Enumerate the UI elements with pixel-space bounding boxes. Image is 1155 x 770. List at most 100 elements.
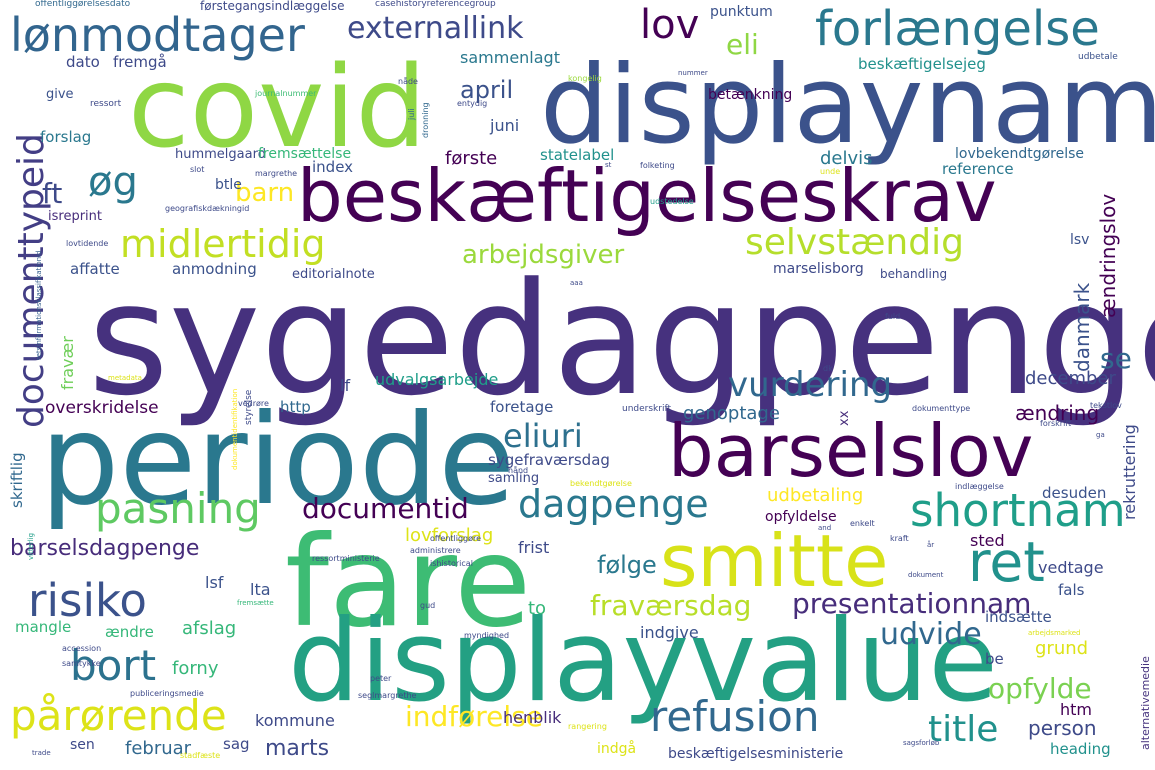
- word: be: [985, 650, 1004, 668]
- word: ændringslov: [1096, 193, 1120, 318]
- word: title: [928, 709, 999, 750]
- word: lovtidende: [66, 239, 109, 248]
- word: behandling: [880, 267, 948, 281]
- word: metadata: [108, 374, 142, 382]
- word: geografiskdækningid: [165, 204, 250, 213]
- word: displaynam: [540, 43, 1155, 168]
- word: give: [46, 87, 74, 102]
- word: administrere: [410, 546, 461, 555]
- word: afslag: [182, 618, 237, 639]
- word: genoptage: [683, 403, 780, 424]
- word: externallink: [347, 11, 524, 46]
- word: forslag: [40, 128, 92, 146]
- word: fravær: [58, 336, 77, 390]
- word: documentid: [302, 492, 469, 525]
- word: samtykke: [62, 659, 101, 668]
- word: statelabel: [540, 146, 615, 164]
- word: fremsætte: [237, 599, 274, 607]
- word: forskrift: [1040, 419, 1072, 428]
- word: sygefraværsdag: [488, 451, 610, 469]
- word: lovforslag: [405, 525, 494, 546]
- word: fals: [1058, 581, 1085, 599]
- word: ressortministerie: [312, 554, 380, 563]
- word: april: [460, 76, 514, 104]
- word: st: [605, 161, 612, 169]
- word: opfyldelse: [765, 509, 837, 525]
- word: hånd: [508, 466, 529, 475]
- word: lta: [250, 580, 271, 599]
- word: skriftlig: [8, 452, 26, 508]
- word: lov: [640, 2, 700, 48]
- word: dato: [66, 53, 100, 71]
- word: delvis: [820, 148, 873, 169]
- word: displayvalue: [288, 595, 998, 727]
- word: grund: [1035, 638, 1089, 659]
- word: presentationnam: [792, 587, 1032, 620]
- word: eliuri: [503, 417, 583, 455]
- word: dagpenge: [518, 482, 709, 526]
- word: forny: [172, 658, 219, 679]
- word: midlertidig: [120, 222, 326, 266]
- word: vurdering: [728, 365, 893, 405]
- word: xx: [837, 410, 852, 426]
- word: trade: [32, 749, 51, 757]
- word: entydig: [457, 99, 488, 108]
- word: stadfæste: [180, 751, 221, 760]
- word: hummelgaard: [175, 147, 266, 162]
- word: unde: [820, 167, 841, 176]
- word: beskæftigelseskrav: [297, 154, 997, 238]
- word: nåde: [398, 77, 418, 86]
- word: journalnummer: [255, 89, 317, 98]
- word: editorialnote: [292, 267, 375, 282]
- word: se: [1100, 342, 1132, 375]
- word: retsinformationsklassifikationid: [35, 250, 43, 360]
- word: shortnam: [910, 484, 1126, 537]
- word: lf: [340, 376, 351, 395]
- word: fremsættelse: [258, 146, 352, 162]
- word: marts: [265, 736, 330, 761]
- word: fremgå: [113, 53, 167, 71]
- word: desuden: [1042, 484, 1107, 502]
- word: pårørende: [10, 691, 227, 740]
- word: dokumenttype: [912, 404, 971, 413]
- word: sammenlagt: [460, 48, 560, 67]
- word: accession: [62, 644, 102, 653]
- word: indlæggelse: [955, 482, 1004, 491]
- word: kommune: [255, 711, 335, 730]
- word: htm: [1060, 700, 1092, 719]
- word: lønmodtager: [10, 8, 305, 62]
- word: frist: [518, 538, 550, 557]
- word: forlængelse: [815, 1, 1100, 57]
- word: kraft: [890, 534, 909, 543]
- word: documenttypeid: [11, 133, 52, 428]
- word: myndighed: [464, 631, 510, 640]
- word: vedtage: [1038, 558, 1104, 577]
- word: btle: [215, 177, 242, 193]
- word: ret: [968, 530, 1045, 594]
- word: peter: [370, 674, 392, 683]
- word: punktum: [710, 4, 773, 20]
- word: affatte: [70, 260, 120, 278]
- word: heading: [1050, 740, 1111, 758]
- word: opfylde: [988, 672, 1092, 705]
- word: rangering: [568, 722, 607, 731]
- word: lsv: [1070, 232, 1090, 248]
- word: udstedelse: [650, 197, 694, 206]
- word: februar: [125, 738, 192, 759]
- word: sted: [970, 531, 1005, 550]
- word: eli: [726, 28, 759, 61]
- word: offentliggørelsesdato: [35, 0, 131, 9]
- word: overskridelse: [45, 398, 159, 418]
- word: alternativemedie: [1139, 656, 1152, 750]
- word: and: [818, 524, 832, 532]
- word: tekstlov: [1090, 401, 1122, 410]
- word: barselslov: [668, 409, 1034, 493]
- word: nummer: [678, 69, 708, 77]
- word: beskæftigelsesministerie: [668, 746, 844, 762]
- word: ændring: [1015, 401, 1100, 425]
- word: indgive: [640, 623, 699, 642]
- word: smitte: [660, 519, 889, 603]
- word: sag: [223, 735, 250, 753]
- word: vitterlig: [27, 532, 35, 560]
- word: pasning: [95, 484, 261, 533]
